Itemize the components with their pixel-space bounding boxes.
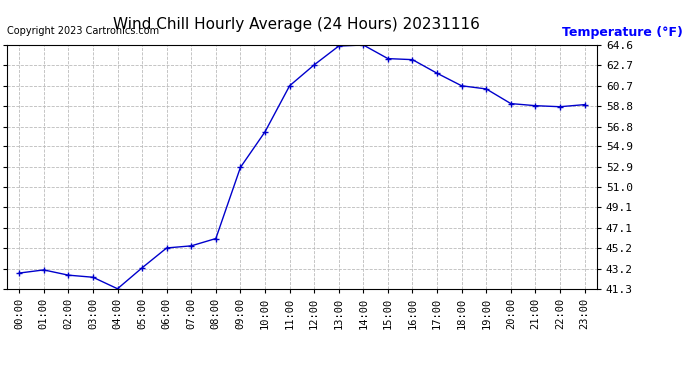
Text: Copyright 2023 Cartronics.com: Copyright 2023 Cartronics.com [7,26,159,36]
Text: Temperature (°F): Temperature (°F) [562,26,683,39]
Text: Wind Chill Hourly Average (24 Hours) 20231116: Wind Chill Hourly Average (24 Hours) 202… [113,17,480,32]
